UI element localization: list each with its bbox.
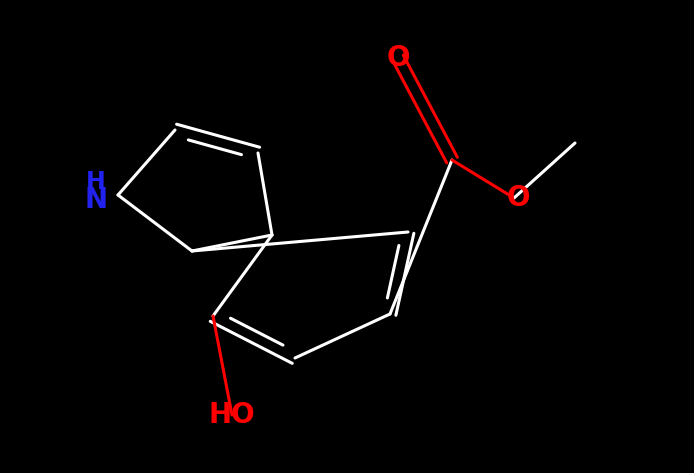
Text: N: N: [85, 186, 108, 214]
Text: H: H: [86, 170, 106, 194]
Text: O: O: [506, 184, 530, 212]
Text: O: O: [387, 44, 409, 72]
Text: HO: HO: [209, 401, 255, 429]
